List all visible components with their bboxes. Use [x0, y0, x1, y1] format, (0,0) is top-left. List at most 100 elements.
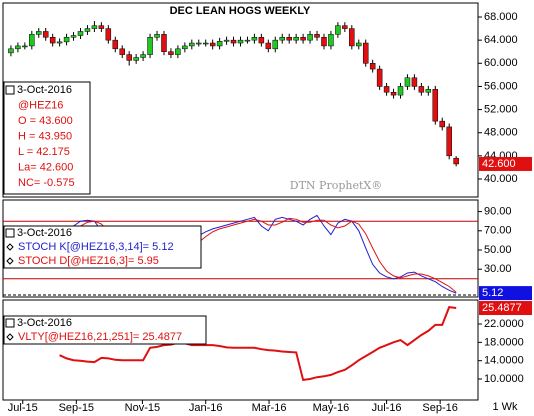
candle-body: [349, 28, 355, 47]
series-line: [59, 306, 457, 382]
legend-text: 3-Oct-2016: [17, 84, 72, 96]
candle-body: [84, 28, 91, 32]
candle-body: [279, 37, 285, 41]
y-tick-label: 60.000: [484, 57, 518, 69]
candle-body: [133, 57, 139, 61]
candle-body: [42, 31, 49, 38]
legend-marker: [6, 257, 14, 265]
candle-body: [175, 48, 181, 55]
candle-body: [446, 126, 452, 157]
candle-body: [411, 77, 418, 87]
y-tick-label: 30.00: [484, 263, 512, 275]
candle-body: [244, 39, 251, 42]
candle-body: [63, 37, 70, 43]
legend-icon: [5, 318, 15, 328]
candle-body: [91, 25, 98, 29]
legend-text: H = 43.950: [18, 130, 72, 142]
legend-box: [3, 81, 91, 195]
candle-body: [98, 25, 105, 29]
legend-text: L = 42.175: [18, 146, 70, 158]
last-value-label: 42.600: [482, 158, 516, 170]
candle-body: [29, 34, 35, 47]
candle-body: [300, 37, 306, 41]
x-tick-label: Mar-16: [252, 402, 287, 414]
candle-body: [383, 86, 390, 93]
candle-body: [237, 39, 244, 44]
y-tick-label: 64.000: [484, 34, 518, 46]
candle-body: [265, 42, 272, 50]
legend-entry: STOCH D[@HEZ16,3]= 5.95: [18, 255, 159, 267]
candle-body: [182, 45, 188, 50]
candle-body: [293, 37, 299, 41]
candle-body: [209, 42, 216, 47]
price-panel: [2, 2, 479, 198]
candle-body: [56, 41, 63, 44]
candle-body: [49, 37, 56, 44]
legend-text: O = 43.600: [18, 115, 73, 127]
legend-date: 3-Oct-2016: [17, 317, 72, 329]
candle-body: [328, 34, 334, 47]
candle-body: [147, 37, 153, 55]
y-tick-label: 90.00: [484, 206, 512, 218]
legend-box: [3, 315, 207, 345]
chart-title: DEC LEAN HOGS WEEKLY: [170, 5, 311, 17]
last-value-box: [479, 301, 532, 316]
volatility-panel: [2, 299, 479, 401]
candle-body: [202, 42, 209, 45]
y-tick-label: 48.000: [484, 127, 518, 139]
candle-body: [251, 37, 258, 41]
last-value-label: 5.12: [482, 287, 503, 299]
candle-body: [439, 120, 445, 128]
candle-body: [418, 86, 425, 93]
x-tick-label: Sep-16: [422, 402, 457, 414]
x-tick-label: Jul-15: [8, 402, 38, 414]
y-tick-label: 10.0000: [484, 373, 524, 385]
candle-body: [356, 42, 362, 47]
legend-icon: [5, 228, 15, 238]
candle-body: [140, 54, 146, 58]
legend-text: NC= -0.575: [18, 177, 75, 189]
legend-entry: STOCH K[@HEZ16,3,14]= 5.12: [18, 241, 174, 253]
candle-body: [15, 45, 21, 50]
candle-body: [362, 42, 369, 64]
y-tick-label: 14.0000: [484, 355, 524, 367]
x-tick-label: May-16: [313, 402, 350, 414]
candle-body: [230, 39, 237, 44]
legend-entry: VLTY[@HEZ16,21,251]= 25.4877: [18, 331, 182, 343]
legend-marker: [6, 243, 14, 251]
candle-body: [22, 45, 28, 48]
y-tick-label: 22.0000: [484, 318, 524, 330]
candle-body: [36, 31, 42, 35]
candle-body: [397, 86, 404, 96]
last-value-label: 25.4877: [482, 302, 522, 314]
candle-body: [369, 63, 376, 70]
legend-text: @HEZ16: [18, 99, 63, 111]
x-tick-label: Jul-16: [372, 402, 402, 414]
y-tick-label: 50.00: [484, 244, 512, 256]
legend-marker: [6, 333, 14, 341]
candle-body: [453, 157, 459, 165]
stoch-panel: [2, 199, 479, 298]
candle-body: [258, 37, 265, 44]
candle-body: [112, 39, 119, 50]
candle-body: [70, 35, 77, 38]
legend-date: 3-Oct-2016: [17, 227, 72, 239]
candle-body: [390, 91, 397, 96]
candle-body: [126, 54, 132, 61]
candle-body: [272, 39, 279, 50]
candle-body: [196, 42, 202, 45]
candle-body: [307, 34, 313, 41]
y-tick-label: 52.000: [484, 103, 518, 115]
x-tick-label: Sep-15: [59, 402, 94, 414]
candle-body: [189, 42, 195, 47]
candle-body: [77, 31, 84, 36]
candle-body: [425, 89, 432, 93]
last-value-box: [479, 286, 532, 301]
legend-text: La= 42.600: [18, 161, 73, 173]
candle-body: [314, 34, 320, 38]
y-tick-label: 70.00: [484, 225, 512, 237]
x-tick-label: Jan-16: [189, 402, 223, 414]
y-tick-label: 68.000: [484, 11, 518, 23]
